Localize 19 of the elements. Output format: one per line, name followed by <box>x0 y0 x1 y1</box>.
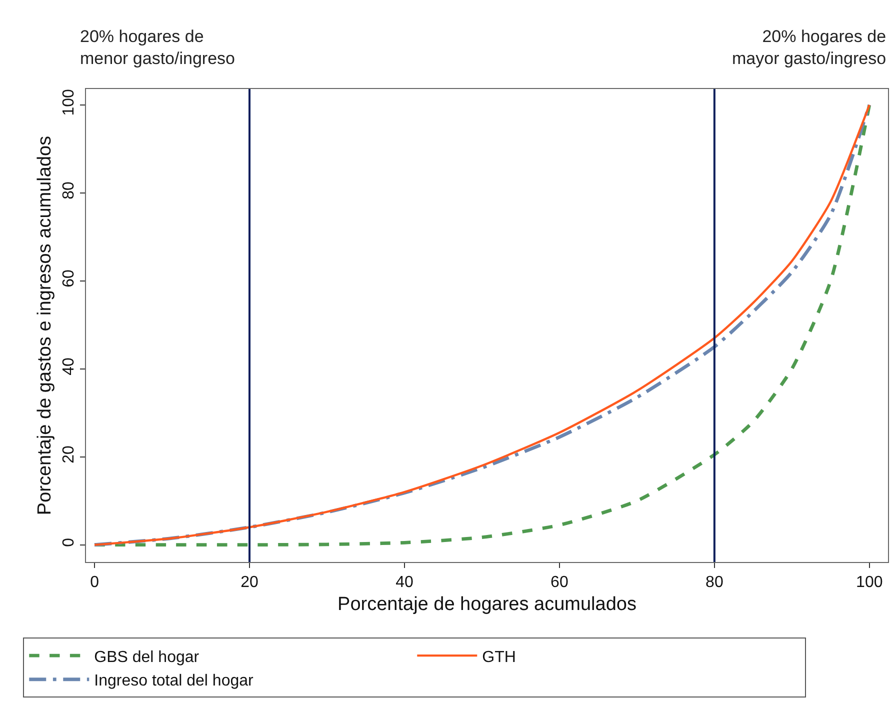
x-tick-label: 60 <box>550 574 568 592</box>
text: 20% hogares de menor gasto/ingreso <box>80 27 235 68</box>
x-tick-label: 40 <box>396 574 414 592</box>
y-tick-label: 80 <box>60 181 78 200</box>
x-tick-label: 20 <box>240 574 258 592</box>
x-axis-title: Porcentaje de hogares acumulados <box>338 594 636 615</box>
y-tick-label: 40 <box>60 357 78 376</box>
legend-label: Ingreso total del hogar <box>94 672 254 690</box>
y-axis-title: Porcentaje de gastos e ingresos acumulados <box>34 136 56 516</box>
y-tick-label: 0 <box>60 538 78 547</box>
x-tick-label: 80 <box>706 574 724 592</box>
y-tick-label: 100 <box>60 88 78 116</box>
text: 20% hogares de mayor gasto/ingreso <box>732 27 886 68</box>
x-tick-label: 0 <box>90 574 100 592</box>
y-tick-label: 60 <box>60 269 78 288</box>
legend-label: GTH <box>482 648 516 666</box>
legend-label: GBS del hogar <box>94 648 200 666</box>
x-tick-label: 100 <box>856 574 883 592</box>
y-tick-label: 20 <box>60 445 78 464</box>
